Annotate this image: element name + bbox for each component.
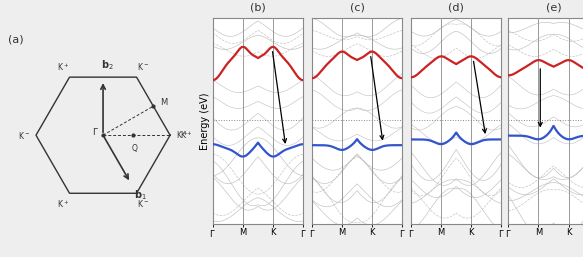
Y-axis label: Energy (eV): Energy (eV): [200, 92, 210, 150]
Text: M: M: [160, 98, 167, 107]
Text: K$^-$: K$^-$: [136, 61, 149, 72]
Text: (b): (b): [250, 3, 266, 13]
Text: $\mathbf{b}_1$: $\mathbf{b}_1$: [134, 188, 146, 202]
Text: (e): (e): [546, 3, 561, 13]
Text: K$^+$: K$^+$: [58, 198, 69, 209]
Text: (c): (c): [350, 3, 364, 13]
Text: $\Gamma$: $\Gamma$: [92, 126, 99, 137]
Text: $\mathbf{b}_2$: $\mathbf{b}_2$: [101, 58, 113, 72]
Text: K$^-$: K$^-$: [136, 198, 149, 209]
Text: Q: Q: [132, 144, 138, 153]
Text: K$^+$: K$^+$: [180, 129, 192, 141]
Text: (a): (a): [8, 35, 23, 45]
Text: K$^+$: K$^+$: [58, 61, 69, 72]
Text: (d): (d): [448, 3, 464, 13]
Text: K$^+$: K$^+$: [176, 129, 188, 141]
Text: K$^-$: K$^-$: [18, 130, 30, 141]
